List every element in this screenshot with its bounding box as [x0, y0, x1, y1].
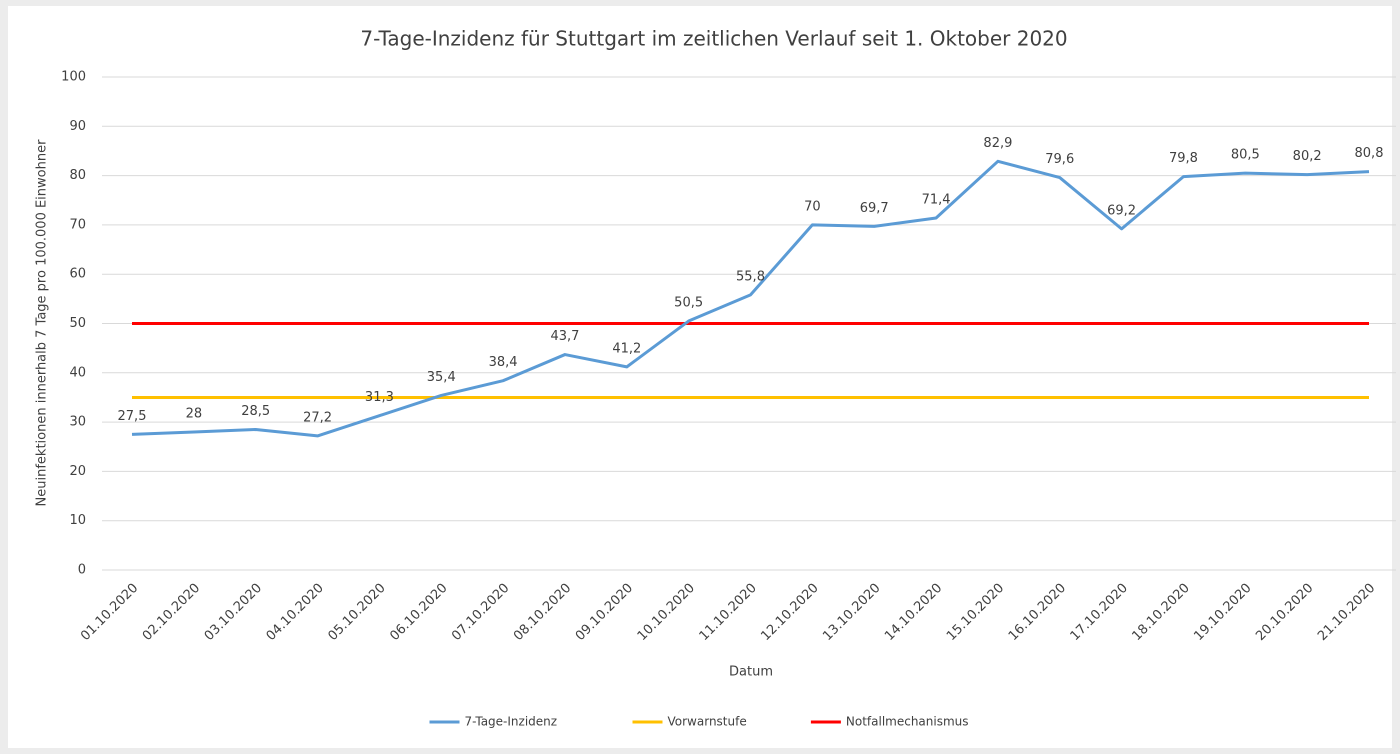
data-label: 38,4 [489, 355, 518, 370]
data-label: 43,7 [550, 329, 579, 344]
data-label: 80,2 [1293, 149, 1322, 164]
data-label: 82,9 [983, 136, 1012, 151]
chart-title: 7-Tage-Inzidenz für Stuttgart im zeitlic… [360, 27, 1067, 51]
data-label: 27,2 [303, 410, 332, 425]
series-line [131, 159, 1370, 438]
data-label: 27,5 [118, 409, 147, 424]
y-tick-label: 50 [69, 316, 86, 331]
x-axis-title: Datum [729, 665, 773, 680]
data-label: 80,5 [1231, 148, 1260, 163]
y-tick-label: 80 [69, 168, 86, 183]
data-label: 28,5 [241, 404, 270, 419]
data-label: 71,4 [922, 192, 951, 207]
data-label: 28 [186, 406, 203, 421]
y-tick-label: 10 [69, 513, 86, 528]
y-axis-title: Neuinfektionen innerhalb 7 Tage pro 100.… [35, 139, 50, 507]
y-tick-label: 20 [69, 464, 86, 479]
data-label: 69,7 [860, 201, 889, 216]
data-label: 50,5 [674, 296, 703, 311]
chart-area [8, 6, 1392, 748]
data-label: 35,4 [427, 370, 456, 385]
y-tick-label: 90 [69, 119, 86, 134]
data-label: 55,8 [736, 269, 765, 284]
y-tick-label: 60 [69, 267, 86, 282]
data-label: 79,6 [1045, 152, 1074, 167]
legend-label: Vorwarnstufe [668, 715, 747, 729]
data-label: 80,8 [1355, 146, 1384, 161]
y-tick-label: 0 [78, 563, 86, 578]
legend-label: 7-Tage-Inzidenz [465, 715, 558, 729]
data-label: 31,3 [365, 390, 394, 405]
data-label: 70 [804, 199, 821, 214]
data-label: 41,2 [612, 341, 641, 356]
y-tick-label: 30 [69, 415, 86, 430]
legend-label: Notfallmechanismus [846, 715, 969, 729]
data-label: 69,2 [1107, 203, 1136, 218]
y-tick-label: 40 [69, 365, 86, 380]
y-tick-label: 70 [69, 217, 86, 232]
data-label: 79,8 [1169, 151, 1198, 166]
y-tick-label: 100 [61, 70, 86, 85]
